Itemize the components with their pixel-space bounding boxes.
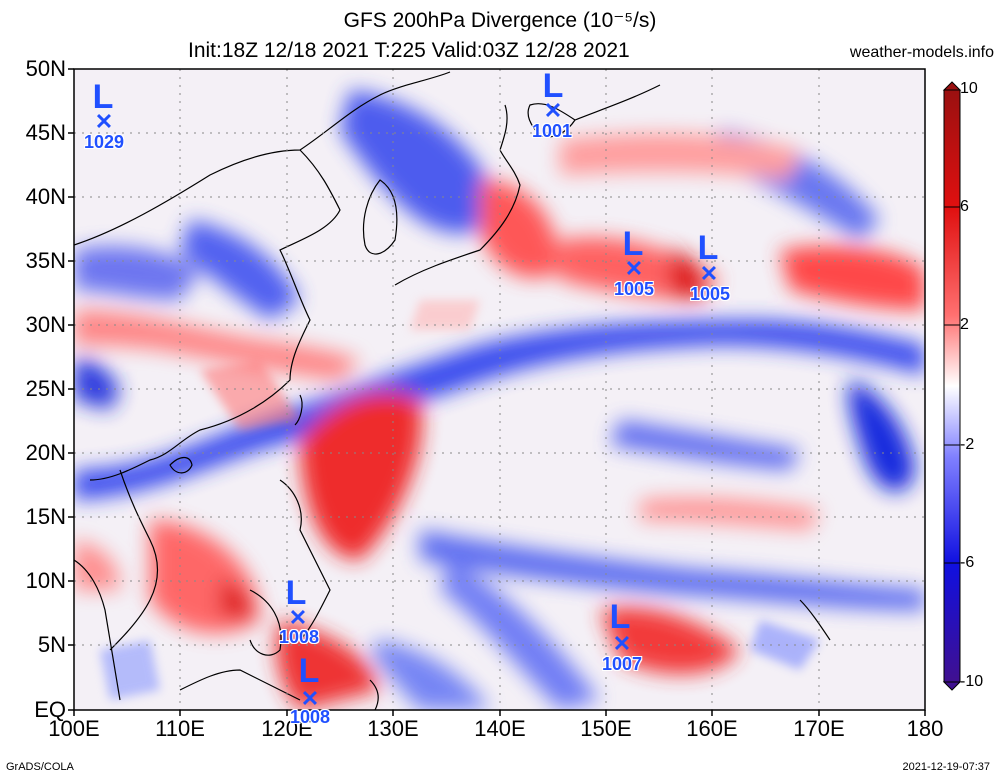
low-letter: L: [92, 78, 114, 116]
site-credit: weather-models.info: [849, 44, 994, 61]
lon-label-100e: 100E: [48, 716, 100, 741]
lon-label-140e: 140E: [474, 716, 526, 741]
low-pressure-label: 1005: [613, 279, 655, 299]
lat-label-45n: 45N: [25, 120, 66, 145]
lon-label-180: 180: [906, 716, 944, 741]
low-letter: L: [622, 225, 644, 263]
low-cross-icon: ✕: [543, 98, 563, 123]
lat-label-35n: 35N: [25, 248, 66, 273]
low-cross-icon: ✕: [612, 631, 632, 656]
low-letter: L: [697, 229, 719, 267]
colorbar-label-neg2: -2: [960, 436, 975, 453]
chart-title: GFS 200hPa Divergence (10⁻⁵/s): [343, 9, 657, 32]
low-letter: L: [285, 574, 307, 612]
low-cross-icon: ✕: [94, 109, 114, 134]
low-pressure-label: 1001: [531, 121, 573, 141]
lon-label-150e: 150E: [580, 716, 632, 741]
lon-label-110e: 110E: [155, 716, 205, 741]
axis-ticks: [68, 68, 926, 716]
coastlines: [74, 71, 831, 710]
lat-label-50n: 50N: [25, 56, 66, 81]
low-cross-icon: ✕: [699, 261, 719, 286]
lat-label-40n: 40N: [25, 184, 66, 209]
colorbar-label-neg6: -6: [960, 554, 975, 571]
lon-label-130e: 130E: [367, 716, 419, 741]
lat-label-25n: 25N: [25, 376, 66, 401]
low-pressure-label: 1008: [278, 627, 320, 647]
low-cross-icon: ✕: [300, 686, 320, 711]
lat-label-eq: EQ: [34, 697, 66, 722]
low-cross-icon: ✕: [288, 605, 308, 630]
lat-label-30n: 30N: [25, 312, 66, 337]
lon-label-170e: 170E: [793, 716, 845, 741]
lat-label-5n: 5N: [37, 632, 66, 657]
low-letter: L: [609, 598, 631, 636]
low-letter: L: [298, 652, 320, 690]
chart-subtitle: Init:18Z 12/18 2021 T:225 Valid:03Z 12/2…: [188, 39, 630, 62]
low-letter: L: [542, 67, 564, 105]
low-pressure-label: 1029: [83, 132, 125, 152]
lat-label-15n: 15N: [25, 504, 66, 529]
colorbar-label-6: 6: [960, 198, 969, 215]
low-cross-icon: ✕: [624, 256, 644, 281]
lat-label-10n: 10N: [25, 568, 66, 593]
colorbar: [942, 81, 962, 691]
low-pressure-label: 1008: [289, 707, 331, 727]
colorbar-label-neg10: -10: [960, 673, 984, 690]
generated-timestamp: 2021-12-19-07:37: [902, 761, 990, 773]
lat-label-20n: 20N: [25, 440, 66, 465]
colorbar-label-2: 2: [960, 316, 969, 333]
lon-label-120e: 120E: [261, 716, 313, 741]
low-pressure-label: 1007: [601, 654, 643, 674]
graticule: [74, 69, 925, 710]
software-credit: GrADS/COLA: [6, 761, 74, 773]
colorbar-label-10: 10: [960, 80, 978, 97]
low-pressure-label: 1005: [689, 284, 731, 304]
lon-label-160e: 160E: [686, 716, 738, 741]
